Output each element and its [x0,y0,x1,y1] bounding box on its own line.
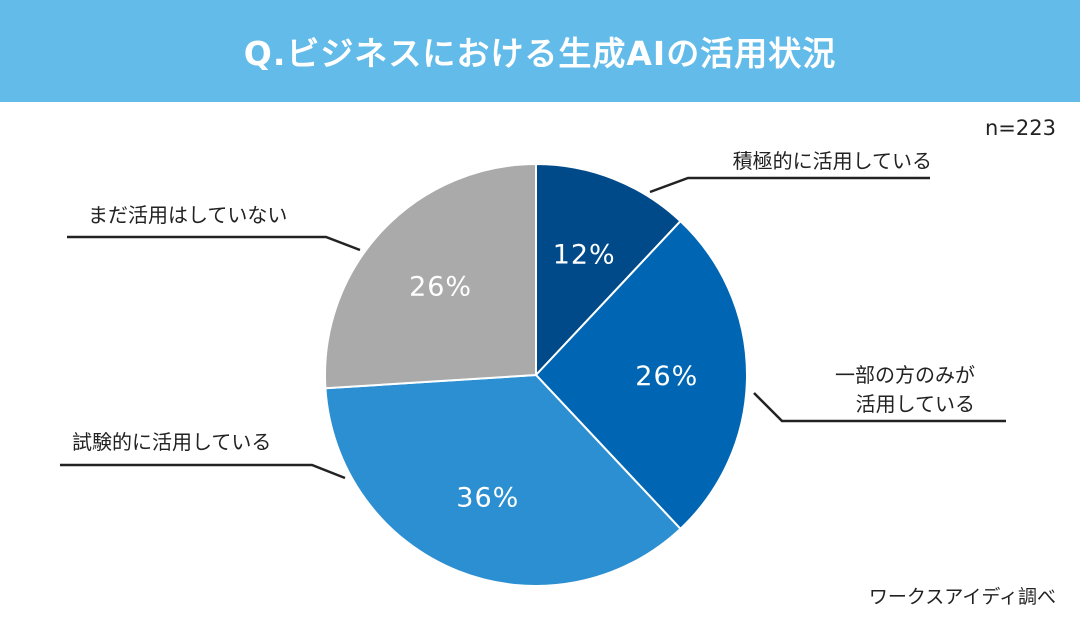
sample-size: n=223 [985,116,1056,140]
leader-line [649,176,930,194]
pie-slice [534,219,748,531]
leader-line [67,235,361,252]
slice-category-label: 積極的に活用している [733,149,932,173]
slice-category-label: 活用している [856,392,975,416]
pie-slice [324,162,537,390]
chart-title: Q.ビジネスにおける生成AIの活用状況 [243,34,837,73]
slice-category-label: 一部の方のみが [835,363,975,387]
leader-line [60,463,346,480]
slice-category-label: まだ活用はしていない [88,203,287,227]
slice-value-label: 12% [553,239,616,270]
pie-slice [535,162,682,378]
header-bar: Q.ビジネスにおける生成AIの活用状況 [0,0,1080,102]
slice-value-label: 36% [456,483,519,514]
slice-category-label: 試験的に活用している [72,430,271,454]
leader-line [753,392,1006,423]
slice-value-label: 26% [409,271,472,302]
pie-slice [324,373,682,587]
slice-value-label: 26% [635,361,698,392]
source-note: ワークスアイディ調べ [868,586,1056,608]
